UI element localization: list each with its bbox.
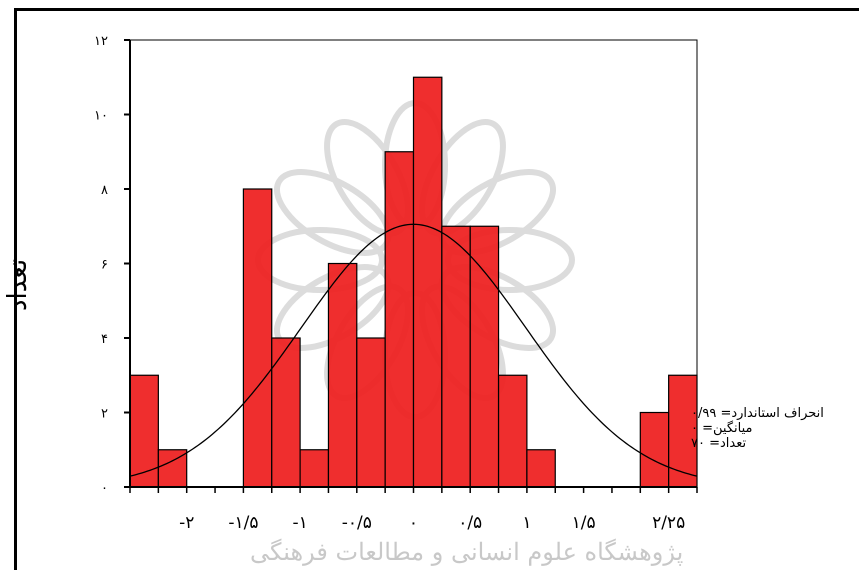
- histogram-bar: [497, 374, 528, 488]
- histogram-bar: [384, 151, 415, 488]
- x-tick-label: ۱: [522, 513, 531, 533]
- histogram-bar: [441, 225, 471, 488]
- x-tick-label: -۲: [179, 513, 194, 533]
- x-tick-label: -۰/۵: [342, 513, 372, 533]
- x-tick-label: ۰/۵: [458, 513, 482, 533]
- stats-legend: انحراف استاندارد= ۰/۹۹ میانگین= ۰ تعداد=…: [691, 406, 866, 451]
- watermark-text: پژوهشگاه علوم انسانی و مطالعات فرهنگی: [250, 538, 684, 566]
- x-tick-label: ۱/۵: [572, 513, 596, 533]
- histogram-bar: [242, 188, 273, 488]
- histogram-bar: [356, 337, 386, 488]
- y-tick-label: ۱۰: [94, 109, 108, 124]
- y-tick-label: ۰: [101, 481, 108, 496]
- histogram-bar: [129, 374, 159, 488]
- y-tick-label: ۱۲: [94, 34, 108, 49]
- normal-curve: [129, 223, 698, 477]
- mean-label: میانگین= ۰: [691, 421, 753, 436]
- y-axis-label: تعداد: [3, 258, 33, 312]
- histogram-bar: [526, 449, 556, 488]
- y-tick-label: ۸: [101, 183, 108, 198]
- histogram-bar: [327, 262, 358, 488]
- histogram-bar: [299, 449, 330, 488]
- x-tick-label: -۱/۵: [228, 513, 258, 533]
- std-dev-label: انحراف استاندارد= ۰/۹۹: [691, 406, 824, 421]
- count-label: تعداد= ۷۰: [691, 436, 747, 451]
- histogram-bar: [639, 411, 670, 488]
- y-tick-label: ۲: [101, 407, 108, 422]
- histogram-bar: [412, 76, 443, 488]
- y-tick-label: ۶: [101, 258, 108, 273]
- histogram-bar: [271, 337, 301, 488]
- x-tick-label: -۱: [292, 513, 307, 533]
- chart-frame: [14, 8, 859, 570]
- y-tick-label: ۴: [101, 332, 108, 347]
- x-tick-label: ۲/۲۵: [652, 513, 685, 533]
- histogram-bar: [469, 225, 500, 488]
- x-tick-label: ۰: [409, 513, 418, 533]
